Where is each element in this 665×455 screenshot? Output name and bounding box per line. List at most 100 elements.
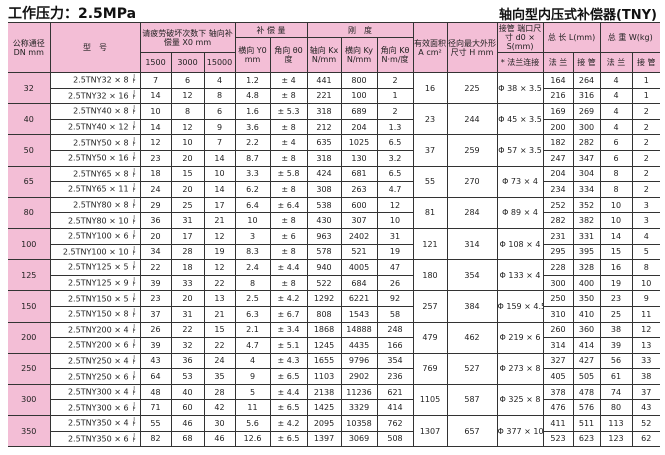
header-15000: 15000 — [203, 52, 236, 73]
weight-flange-cell: 10 — [599, 212, 633, 229]
x0-15000-cell: 28 — [203, 383, 236, 401]
weight-flange-cell: 8 — [599, 165, 633, 183]
table-row: 2.5TNY50 × 16 J F 23 20 14 8.7 ± 8 318 130 3.2 247 3… — [8, 149, 661, 167]
x0-1500-cell: 22 — [139, 259, 172, 276]
length-flange-cell: 247 — [542, 149, 574, 167]
jf-top: J — [133, 432, 135, 439]
x0-3000-cell: 36 — [170, 352, 205, 370]
jf-top: J — [133, 152, 135, 159]
ktheta-cell: 508 — [376, 430, 414, 448]
kx-cell: 318 — [306, 103, 342, 120]
weight-pipe-cell: 2 — [631, 118, 661, 136]
jf-bottom: F — [132, 110, 136, 117]
table-row: 2.5TNY65 × 11 J F 24 20 14 6.2 ± 8 308 263 4.7 234 3… — [8, 181, 661, 198]
x0-15000-cell: 21 — [203, 212, 236, 229]
theta0-cell: ± 4.3 — [269, 352, 308, 370]
table-row: 2.5TNY150 × 8 J F 37 31 21 6.3 ± 6.7 808 1543 58 31… — [8, 305, 661, 323]
kx-cell: 1245 — [306, 337, 342, 354]
h-cell: 244 — [446, 103, 498, 136]
theta0-cell: ± 8 — [269, 118, 308, 136]
ktheta-cell: 762 — [376, 415, 414, 432]
model-name: 2.5TNY300 × 4 — [67, 387, 129, 397]
h-cell: 587 — [446, 383, 498, 417]
y0-cell: 3.6 — [234, 118, 271, 136]
x0-3000-cell: 46 — [170, 415, 205, 432]
dn-cell: 300 — [8, 383, 51, 417]
ktheta-cell: 2 — [376, 103, 414, 120]
model-name: 2.5TNY100 × 10 — [62, 247, 129, 257]
length-pipe-cell: 300 — [572, 118, 601, 136]
length-pipe-cell: 395 — [572, 243, 601, 261]
pipe-size-cell: Φ 89 × 4 — [496, 196, 544, 229]
x0-3000-cell: 12 — [170, 87, 205, 105]
theta0-cell: ± 3.4 — [269, 321, 308, 339]
model-name: 2.5TNY250 × 4 — [67, 356, 129, 366]
length-flange-cell: 310 — [542, 305, 574, 323]
y0-cell: 6.2 — [234, 181, 271, 198]
ky-cell: 6221 — [340, 290, 378, 307]
area-cell: 55 — [412, 165, 448, 198]
x0-3000-cell: 18 — [170, 259, 205, 276]
theta0-cell: ± 4 — [269, 134, 308, 151]
y0-cell: 10 — [234, 212, 271, 229]
x0-1500-cell: 55 — [139, 415, 172, 432]
model-name: 2.5TNY125 × 5 — [67, 262, 129, 272]
weight-pipe-cell: 2 — [631, 149, 661, 167]
table-row: 65 2.5TNY65 × 8 J F 18 15 10 3.3 ± 5.8 424 681 6.5 5… — [8, 165, 661, 198]
jf-bottom: F — [132, 422, 136, 429]
y0-cell: 3.3 — [234, 165, 271, 183]
area-cell: 1307 — [412, 415, 448, 448]
weight-flange-cell: 19 — [599, 274, 633, 292]
x0-3000-cell: 12 — [170, 118, 205, 136]
x0-1500-cell: 18 — [139, 165, 172, 183]
working-pressure-title: 工作压力：2.5MPa — [8, 6, 137, 22]
theta0-cell: ± 8 — [269, 87, 308, 105]
model-name: 2.5TNY100 × 6 — [67, 231, 129, 241]
x0-1500-cell: 7 — [139, 72, 172, 89]
x0-3000-cell: 6 — [170, 72, 205, 89]
weight-pipe-cell: 2 — [631, 103, 661, 120]
length-flange-cell: 250 — [542, 290, 574, 307]
weight-flange-cell: 23 — [599, 290, 633, 307]
jf-bottom: F — [132, 94, 136, 101]
weight-pipe-cell: 33 — [631, 352, 661, 370]
model-cell: 2.5TNY80 × 10 J F — [50, 212, 141, 229]
length-flange-cell: 300 — [542, 274, 574, 292]
x0-3000-cell: 60 — [170, 399, 205, 417]
length-flange-cell: 200 — [542, 118, 574, 136]
kx-cell: 2138 — [306, 383, 342, 401]
header-h: 径向最大外形尺寸 H mm — [446, 22, 498, 73]
area-cell: 23 — [412, 103, 448, 136]
kx-cell: 308 — [306, 181, 342, 198]
dn-cell: 250 — [8, 352, 51, 385]
weight-pipe-cell: 13 — [631, 337, 661, 354]
jf-top: J — [133, 199, 135, 206]
model-name: 2.5TNY40 × 12 — [67, 122, 129, 132]
header-1500: 1500 — [140, 52, 172, 73]
weight-pipe-cell: 2 — [631, 181, 661, 198]
model-name: 2.5TNY65 × 11 — [67, 184, 129, 194]
pipe-size-cell: Φ 133 × 4 — [496, 259, 544, 292]
weight-pipe-cell: 8 — [631, 259, 661, 276]
weight-pipe-cell: 2 — [631, 165, 661, 183]
kx-cell: 1868 — [306, 321, 342, 339]
x0-15000-cell: 21 — [203, 305, 236, 323]
ktheta-cell: 2 — [376, 72, 414, 89]
x0-3000-cell: 10 — [170, 134, 205, 151]
kx-cell: 430 — [306, 212, 342, 229]
model-name: 2.5TNY150 × 8 — [67, 309, 129, 319]
ktheta-cell: 26 — [376, 274, 414, 292]
pipe-size-cell: Φ 273 × 8 — [496, 352, 544, 385]
header-weight-pipe: 接 管 — [631, 52, 661, 73]
ky-cell: 2402 — [340, 227, 378, 245]
kx-cell: 212 — [306, 118, 342, 136]
weight-flange-cell: 6 — [599, 134, 633, 151]
length-pipe-cell: 328 — [572, 259, 601, 276]
